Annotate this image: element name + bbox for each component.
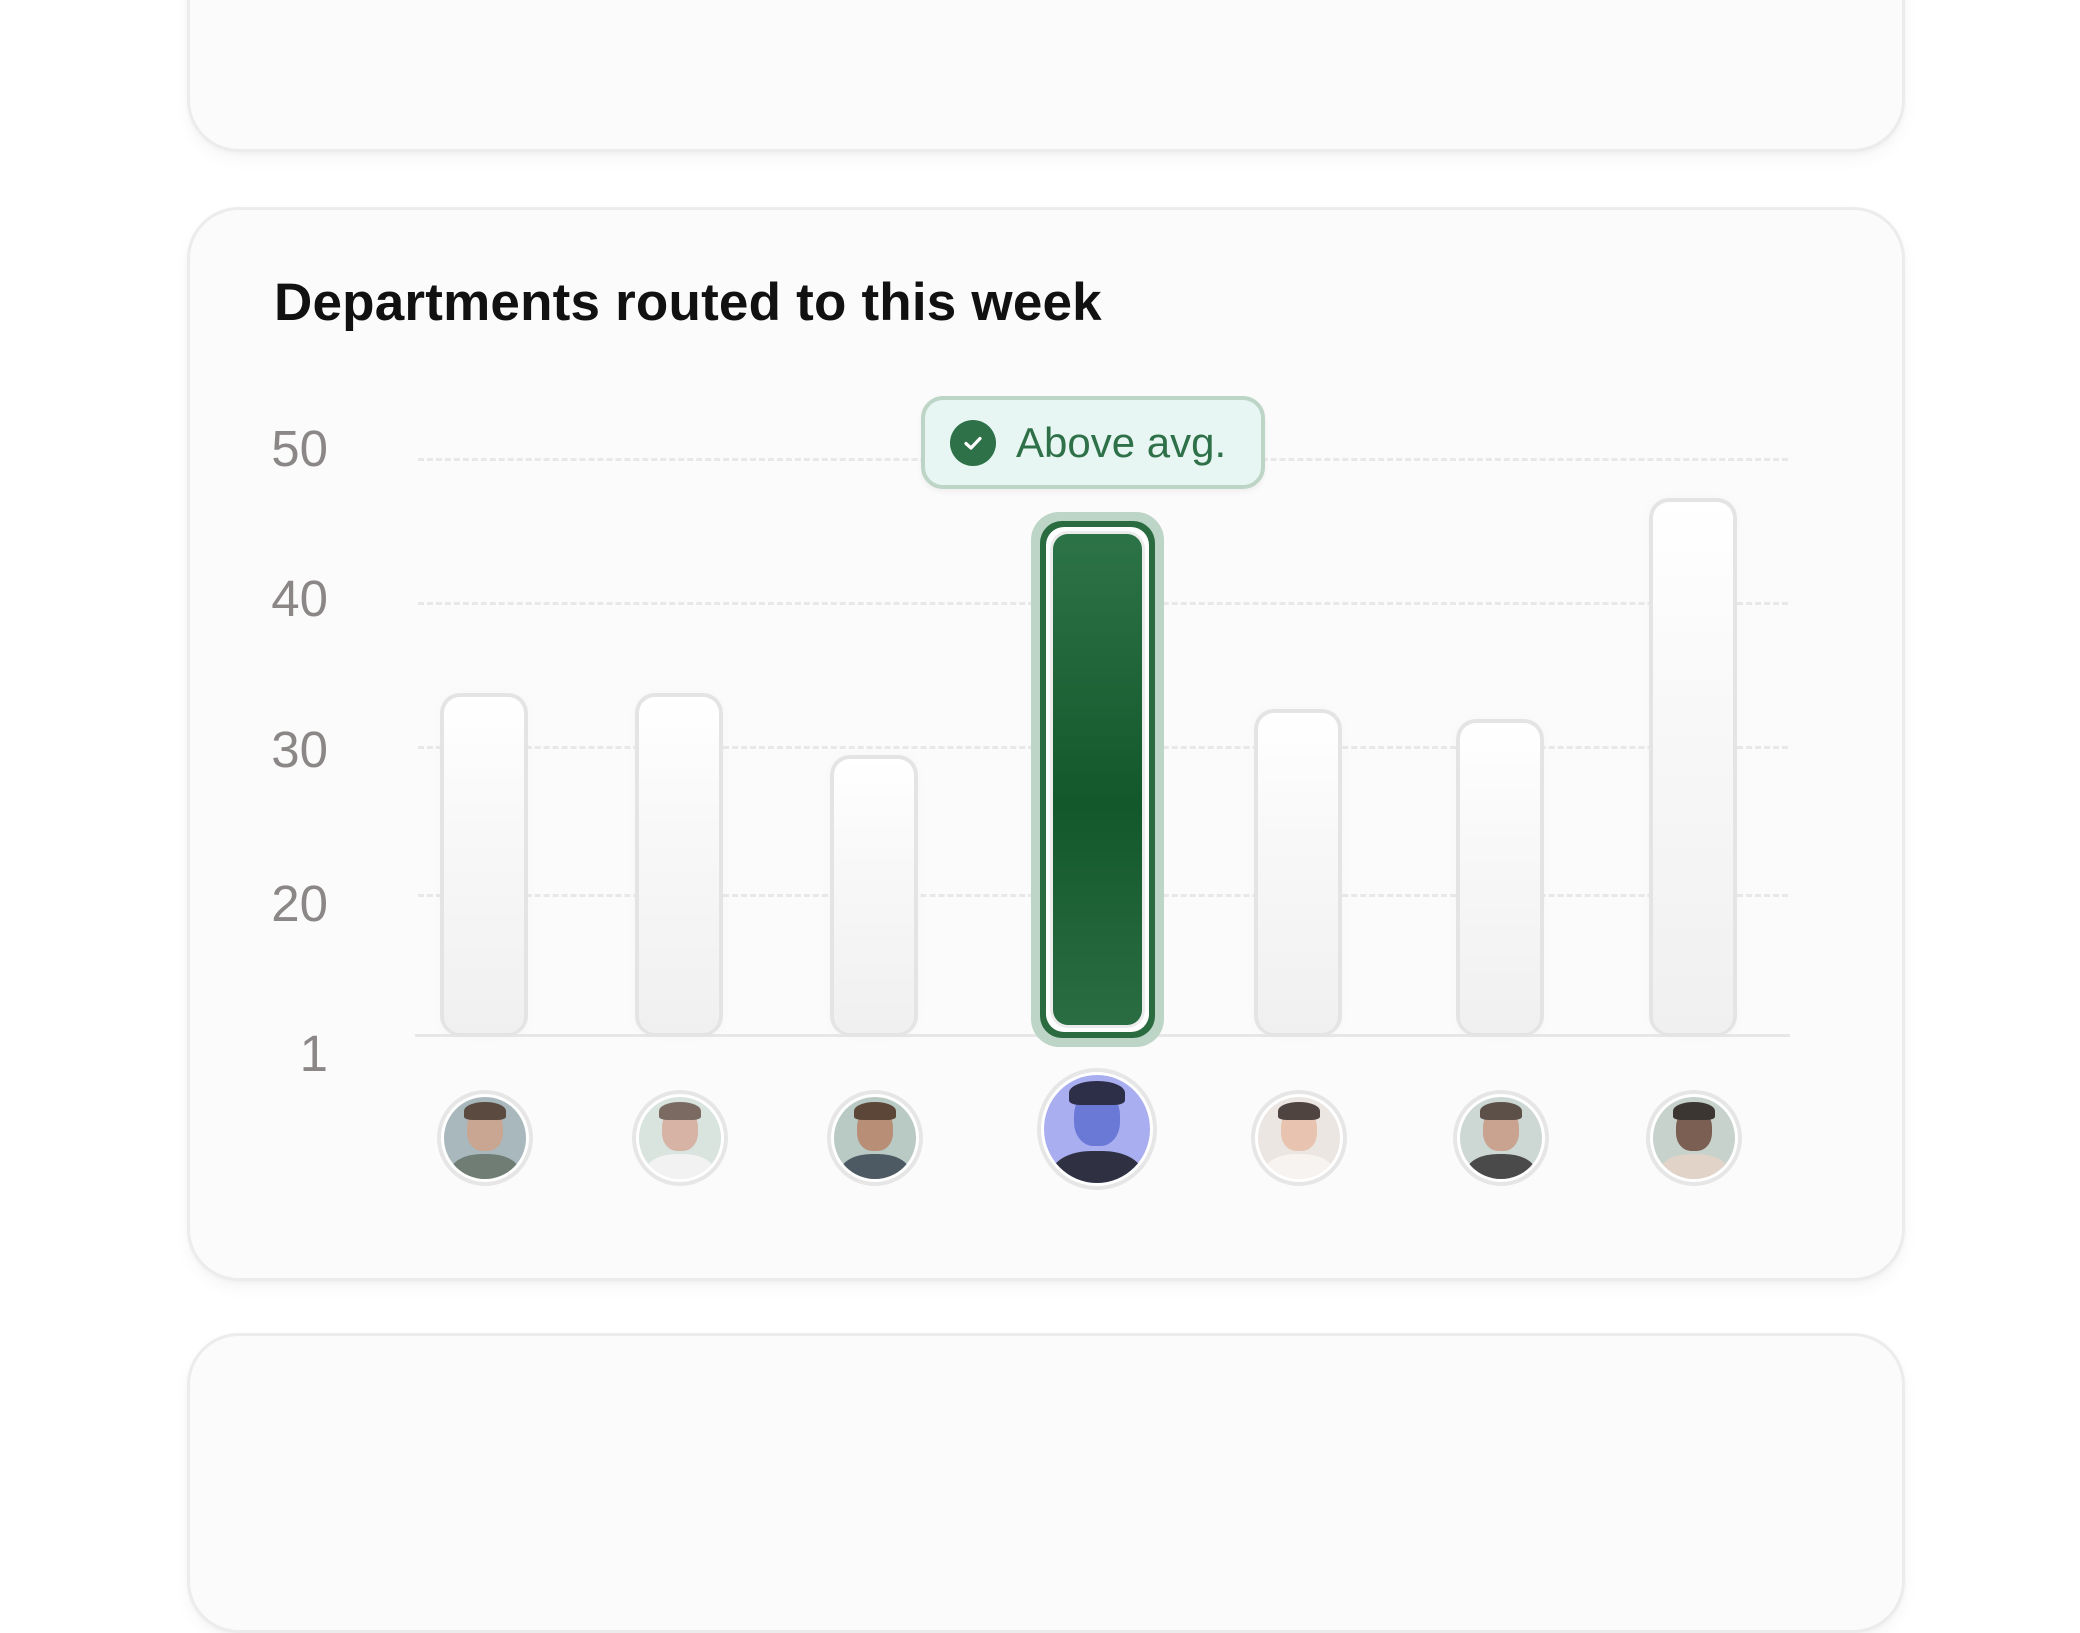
- y-tick-label: 40: [271, 570, 328, 627]
- bar[interactable]: [1649, 498, 1737, 1036]
- bar[interactable]: [1456, 718, 1544, 1036]
- avatar-photo: [1258, 1097, 1340, 1179]
- above-average-badge: Above avg.: [921, 396, 1265, 489]
- previous-card: [187, 0, 1905, 152]
- avatar-photo: [1044, 1075, 1150, 1183]
- avatar-photo: [444, 1097, 526, 1179]
- y-tick-label: 30: [271, 721, 328, 778]
- bar[interactable]: [830, 754, 918, 1036]
- bar[interactable]: [1254, 708, 1342, 1036]
- departments-chart-card: Departments routed to this week 50 40 30 20…: [187, 207, 1905, 1281]
- avatar-person-3[interactable]: [827, 1090, 923, 1186]
- avatar-photo: [1653, 1097, 1735, 1179]
- badge-label: Above avg.: [1016, 418, 1227, 466]
- bar-highlight-border: [1040, 521, 1155, 1038]
- chart-title: Departments routed to this week: [274, 273, 1102, 332]
- bar-highlight-ring: [1046, 527, 1149, 1032]
- avatar-person-5[interactable]: [1251, 1090, 1347, 1186]
- avatar-person-1[interactable]: [437, 1090, 533, 1186]
- avatar-photo: [1460, 1097, 1542, 1179]
- y-tick-label: 1: [299, 1025, 328, 1082]
- avatar-person-6[interactable]: [1453, 1090, 1549, 1186]
- y-tick-label: 50: [271, 420, 328, 477]
- check-circle-icon: [950, 419, 996, 466]
- avatar-photo: [639, 1097, 721, 1179]
- avatar-person-2[interactable]: [632, 1090, 728, 1186]
- y-tick-label: 20: [271, 875, 328, 932]
- avatar-person-7[interactable]: [1646, 1090, 1742, 1186]
- bar-highlight-fill: [1053, 534, 1142, 1025]
- next-card: [187, 1333, 1905, 1633]
- avatar-person-4[interactable]: [1037, 1068, 1157, 1190]
- bar[interactable]: [440, 692, 528, 1036]
- bar-highlighted[interactable]: [1031, 512, 1164, 1047]
- avatar-photo: [834, 1097, 916, 1179]
- bar[interactable]: [635, 692, 723, 1036]
